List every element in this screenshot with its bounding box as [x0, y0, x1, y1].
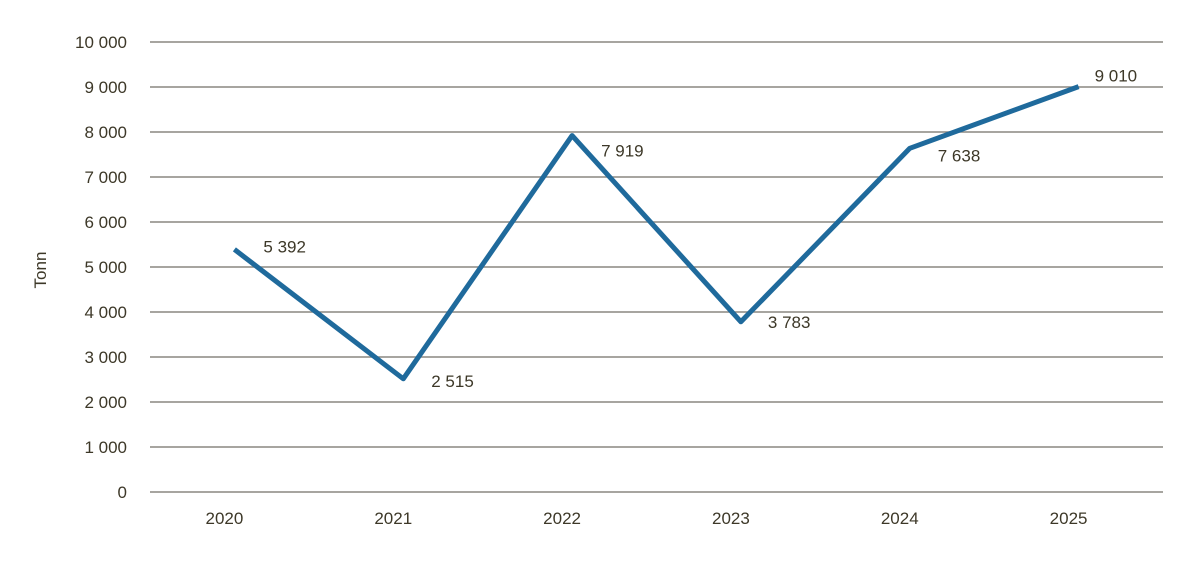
y-axis-title: Tonn: [31, 252, 50, 289]
data-line: [232, 84, 1080, 382]
data-label: 7 638: [938, 146, 981, 165]
data-labels: 5 392 2 515 7 919 3 783 7 638 9 010: [263, 67, 1137, 391]
y-tick-label: 4 000: [84, 303, 127, 322]
x-axis-tick-labels: 2020 2021 2022 2023 2024 2025: [206, 509, 1088, 528]
gridlines: [150, 41, 1163, 493]
y-tick-label: 1 000: [84, 438, 127, 457]
y-tick-label: 0: [118, 483, 127, 502]
x-tick-label: 2022: [543, 509, 581, 528]
x-tick-label: 2024: [881, 509, 919, 528]
data-label: 9 010: [1095, 67, 1138, 86]
data-label: 3 783: [768, 313, 811, 332]
y-tick-label: 2 000: [84, 393, 127, 412]
y-tick-label: 9 000: [84, 78, 127, 97]
y-tick-label: 6 000: [84, 213, 127, 232]
y-tick-label: 10 000: [75, 33, 127, 52]
y-axis-tick-labels: 0 1 000 2 000 3 000 4 000 5 000 6 000 7 000 8 00…: [75, 33, 127, 502]
x-tick-label: 2021: [374, 509, 412, 528]
data-label: 2 515: [431, 372, 474, 391]
data-label: 7 919: [601, 142, 644, 161]
x-tick-label: 2023: [712, 509, 750, 528]
y-tick-label: 8 000: [84, 123, 127, 142]
x-tick-label: 2025: [1050, 509, 1088, 528]
x-tick-label: 2020: [206, 509, 244, 528]
y-tick-label: 7 000: [84, 168, 127, 187]
data-label: 5 392: [263, 237, 306, 256]
y-tick-label: 5 000: [84, 258, 127, 277]
y-tick-label: 3 000: [84, 348, 127, 367]
